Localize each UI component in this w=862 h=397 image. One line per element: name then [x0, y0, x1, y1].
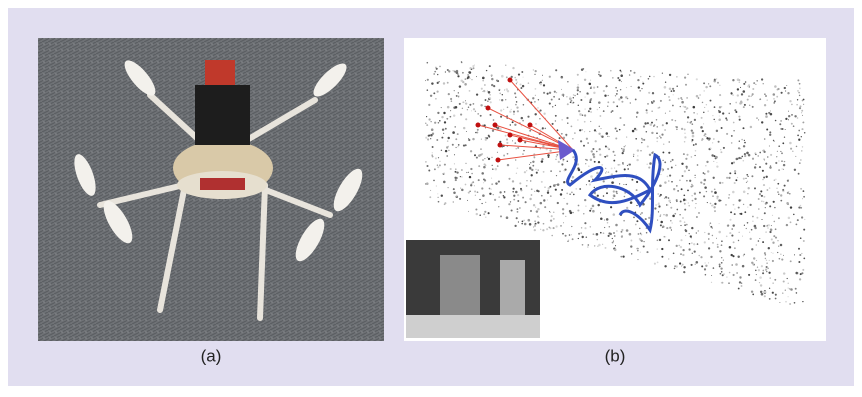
panel-label: (b): [605, 346, 626, 365]
drone-photo: [38, 38, 384, 341]
camera-inset-wall: [500, 260, 525, 315]
panel-label: (a): [201, 346, 222, 365]
figure: (a) (b): [0, 0, 862, 397]
point-cloud-image: [404, 38, 826, 341]
camera-inset-floor: [406, 315, 540, 338]
camera-inset-wall: [440, 255, 480, 315]
